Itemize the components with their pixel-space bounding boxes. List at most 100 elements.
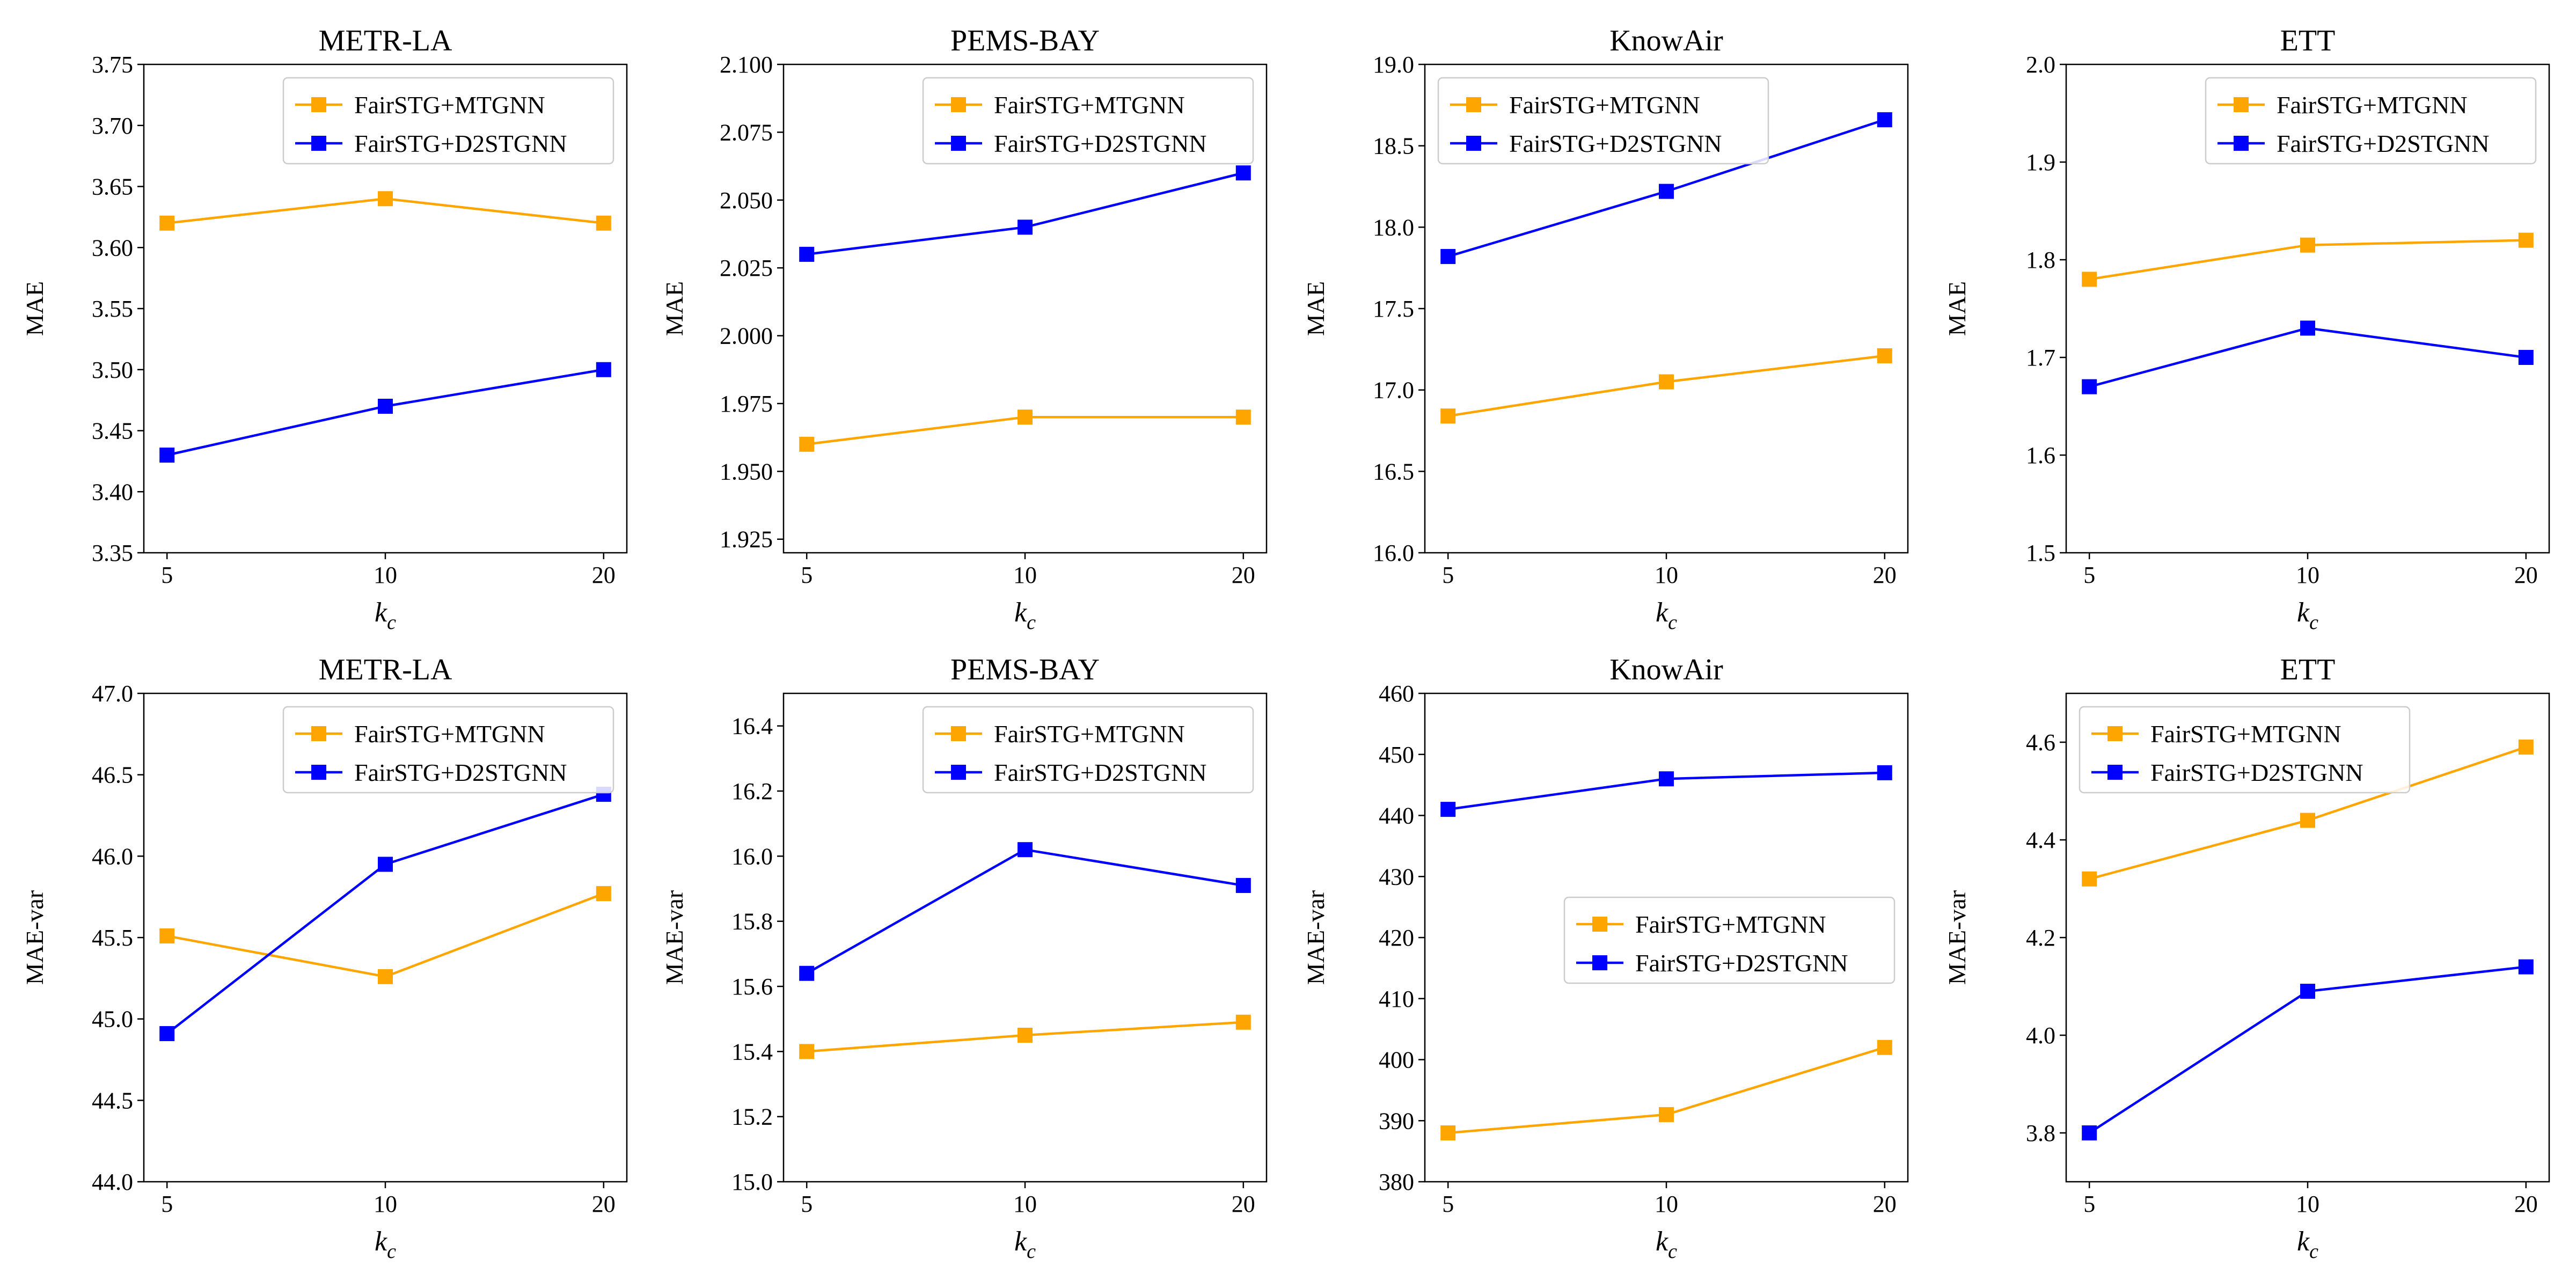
legend-box	[922, 77, 1254, 165]
x-tick-label: 20	[592, 562, 616, 588]
x-tick-label: 10	[1655, 562, 1678, 588]
y-tick-label: 4.4	[2026, 827, 2055, 853]
data-point	[2300, 813, 2315, 828]
plot-frame	[143, 692, 628, 1183]
legend-box	[282, 77, 614, 165]
data-point	[2082, 1125, 2097, 1140]
x-tick-label: 5	[801, 1191, 813, 1217]
data-point	[596, 215, 611, 231]
x-tick-label: 5	[2083, 562, 2095, 588]
series-line	[806, 172, 1244, 256]
data-point	[159, 928, 175, 943]
x-tick-label: 10	[2296, 1191, 2319, 1217]
chart-panel: PEMS-BAY 15.0 15.2 15.4 15.6 15.8 16.0 16.2 16.4…	[661, 653, 1268, 1263]
data-point	[2082, 871, 2097, 887]
y-tick-label: 3.8	[2026, 1120, 2055, 1146]
data-point	[2518, 740, 2534, 755]
x-axis-label: kc	[1014, 1226, 1036, 1263]
x-tick-label: 10	[1013, 1191, 1037, 1217]
data-point	[1235, 1014, 1251, 1030]
legend: FairSTG+MTGNN FairSTG+D2STGNN	[282, 706, 614, 794]
data-point	[159, 215, 175, 231]
y-tick-label: 460	[1379, 680, 1414, 707]
chart-title: KnowAir	[1609, 24, 1723, 57]
x-axis-label-subscript: c	[387, 611, 396, 634]
data-point	[1659, 374, 1674, 390]
legend-label: FairSTG+MTGNN	[2150, 720, 2341, 748]
x-axis-label-base: k	[1014, 1226, 1027, 1257]
series-line	[166, 892, 604, 978]
x-axis-label-subscript: c	[1668, 1240, 1677, 1263]
series-line	[806, 848, 1244, 975]
data-point	[1440, 408, 1456, 424]
y-axis-label: MAE	[21, 281, 48, 336]
y-tick-label: 2.0	[2026, 52, 2055, 78]
y-tick-label: 18.0	[1373, 214, 1414, 240]
data-point	[2300, 237, 2315, 253]
y-tick-label: 46.5	[92, 762, 133, 788]
plot-frame	[2065, 63, 2550, 554]
data-point	[596, 362, 611, 377]
x-axis-label-subscript: c	[387, 1240, 396, 1263]
legend-marker	[1592, 917, 1607, 932]
x-tick-label: 5	[2083, 1191, 2095, 1217]
legend-marker	[311, 97, 326, 112]
x-tick-label: 10	[1013, 562, 1037, 588]
data-point	[1235, 877, 1251, 893]
legend-box	[1563, 896, 1896, 984]
legend-box	[2205, 77, 2537, 165]
series-line	[2089, 327, 2527, 388]
legend: FairSTG+MTGNN FairSTG+D2STGNN	[2205, 77, 2537, 165]
legend-label: FairSTG+D2STGNN	[354, 759, 567, 786]
y-tick-label: 15.8	[731, 909, 773, 935]
x-tick-label: 20	[1232, 1191, 1255, 1217]
x-axis-label-subscript: c	[1668, 611, 1677, 634]
legend-box	[922, 706, 1254, 794]
x-axis-label-base: k	[375, 597, 387, 628]
y-tick-label: 3.60	[92, 235, 133, 261]
data-point	[1659, 771, 1674, 787]
chart-title: ETT	[2280, 24, 2336, 57]
y-axis-label: MAE	[1302, 281, 1329, 336]
x-tick-label: 5	[161, 1191, 173, 1217]
x-axis-label: kc	[2297, 1226, 2318, 1263]
legend: FairSTG+MTGNN FairSTG+D2STGNN	[922, 77, 1254, 165]
legend: FairSTG+MTGNN FairSTG+D2STGNN	[922, 706, 1254, 794]
legend-label: FairSTG+MTGNN	[354, 720, 545, 748]
legend-label: FairSTG+D2STGNN	[994, 130, 1207, 157]
data-point	[1235, 165, 1251, 181]
legend-marker	[1592, 955, 1607, 970]
x-tick-label: 20	[592, 1191, 616, 1217]
y-tick-label: 45.5	[92, 925, 133, 951]
y-tick-label: 430	[1379, 863, 1414, 890]
data-point	[1440, 248, 1456, 264]
x-axis-label: kc	[2297, 597, 2318, 634]
y-tick-label: 3.55	[92, 296, 133, 322]
y-tick-label: 44.0	[92, 1169, 133, 1195]
chart-panel: PEMS-BAY 1.925 1.950 1.975 2.000 2.025 2.050 2.…	[661, 24, 1268, 634]
data-point	[378, 399, 393, 414]
data-point	[378, 191, 393, 207]
chart-title: PEMS-BAY	[950, 24, 1100, 57]
y-tick-label: 3.40	[92, 479, 133, 505]
data-point	[596, 886, 611, 902]
y-tick-label: 2.075	[720, 119, 773, 145]
chart-panel: ETT 1.5 1.6 1.7 1.8 1.9 2.0 5 10 20 kc MAE FairSTG+M…	[1943, 24, 2550, 634]
legend-marker	[1466, 136, 1481, 151]
legend: FairSTG+MTGNN FairSTG+D2STGNN	[282, 77, 614, 165]
series-line	[166, 793, 604, 1035]
y-tick-label: 17.5	[1373, 296, 1414, 322]
chart-panel: ETT 3.8 4.0 4.2 4.4 4.6 5 10 20 kc MAE-var FairSTG+…	[1943, 653, 2550, 1263]
data-point	[799, 246, 815, 262]
y-tick-label: 2.100	[720, 52, 773, 78]
y-tick-label: 3.45	[92, 418, 133, 444]
chart-panel: KnowAir 16.0 16.5 17.0 17.5 18.0 18.5 19.0 5 10 20…	[1302, 24, 1909, 634]
legend-marker	[951, 726, 966, 741]
x-tick-label: 20	[1873, 562, 1897, 588]
plot-frame	[143, 63, 628, 554]
y-axis-label: MAE-var	[1302, 890, 1329, 985]
data-point	[1018, 1028, 1033, 1043]
y-axis-label: MAE-var	[1943, 890, 1971, 985]
chart-title: KnowAir	[1609, 653, 1723, 686]
